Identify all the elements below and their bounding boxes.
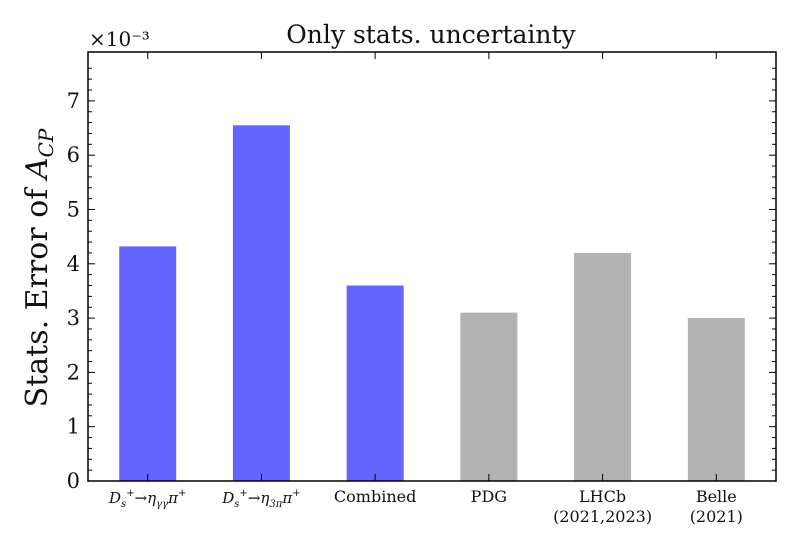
plot-frame [87, 51, 777, 482]
chart-title: Only stats. uncertainty [286, 20, 576, 49]
x-category-label: (2021,2023) [553, 507, 652, 526]
bar-4 [574, 252, 632, 481]
bar-5 [687, 318, 745, 481]
y-axis-label-text: Stats. Error of [20, 179, 55, 407]
x-category-label: Ds+→η3ππ+ [221, 488, 300, 510]
bar-3 [460, 312, 518, 481]
y-tick-label: 6 [67, 143, 80, 167]
x-category-label: PDG [471, 487, 507, 506]
x-category-label: Combined [334, 487, 416, 506]
plot-area: 0 1 2 3 4 5 6 7 Ds+→ηγγπ+ Ds+→η3ππ+ Combined PDG LHC… [67, 51, 777, 526]
x-category-label: Ds+→ηγγπ+ [108, 488, 186, 510]
bar-1 [232, 125, 290, 482]
bar-0 [119, 246, 177, 481]
y-tick-label: 2 [67, 360, 80, 384]
x-category-label: Belle [696, 487, 737, 506]
bar-2 [346, 285, 404, 481]
y-axis-label-subscript: CP [34, 128, 58, 157]
x-category-label: LHCb [579, 487, 626, 506]
y-multiplier: ×10⁻³ [89, 27, 150, 51]
x-category-label: (2021) [690, 507, 743, 526]
y-axis-label-symbol: A [20, 157, 55, 182]
y-tick-label: 3 [67, 306, 80, 330]
y-axis-label: Stats. Error of ACP [20, 128, 58, 407]
y-tick-label: 7 [67, 89, 80, 113]
y-tick-label: 4 [67, 252, 80, 276]
y-tick-label: 1 [67, 415, 80, 439]
y-tick-label: 0 [67, 469, 80, 493]
y-tick-label: 5 [67, 197, 80, 221]
